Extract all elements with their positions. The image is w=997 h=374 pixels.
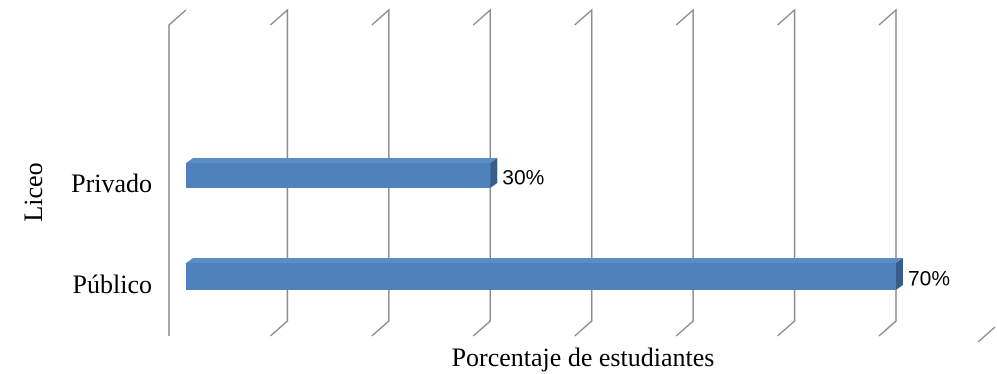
labels: 30% Privado 70% Público [71, 167, 950, 300]
gridline [675, 8, 694, 337]
bar-top [186, 258, 903, 263]
bar [186, 263, 896, 290]
bar-side [896, 258, 903, 290]
category-label: Privado [71, 169, 152, 198]
bar [186, 163, 491, 188]
gridline [777, 8, 796, 337]
data-label: 70% [908, 268, 950, 291]
gridline [168, 9, 187, 336]
bars [186, 158, 903, 290]
data-label: 30% [502, 167, 544, 190]
bar-top [186, 158, 498, 163]
gridline [977, 326, 996, 343]
x-axis-title: Porcentaje de estudiantes [452, 343, 715, 372]
gridline [574, 8, 593, 337]
gridline [878, 8, 897, 337]
y-axis-title: Liceo [19, 162, 48, 221]
category-label: Público [73, 270, 152, 299]
bar-side [490, 158, 498, 188]
